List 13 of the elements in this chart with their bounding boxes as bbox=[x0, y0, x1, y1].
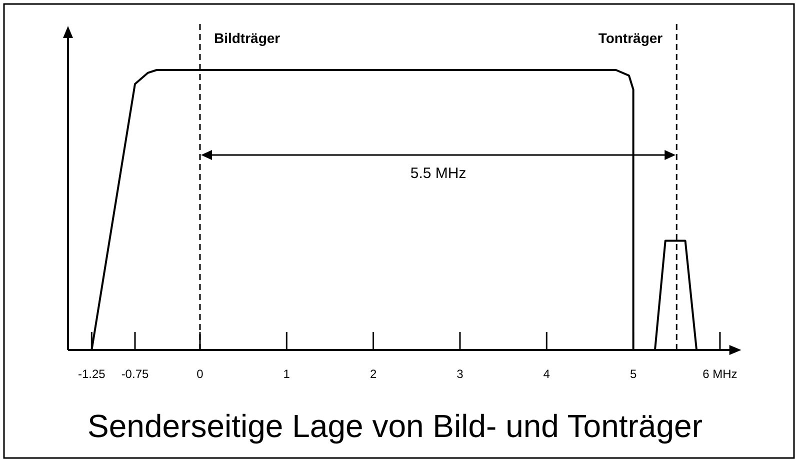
x-tick-label: -0.75 bbox=[121, 367, 149, 381]
x-tick-label: 1 bbox=[283, 367, 290, 381]
x-tick-label: 3 bbox=[456, 367, 464, 381]
ref-line-label: Bildträger bbox=[214, 30, 281, 46]
x-tick-label: 5 bbox=[630, 367, 637, 381]
x-tick-label: 4 bbox=[543, 367, 550, 381]
text: Senderseitige Lage von Bild- und Tonträger bbox=[88, 408, 703, 444]
x-tick-label: 6 MHz bbox=[702, 367, 738, 381]
x-tick-label: 2 bbox=[370, 367, 377, 381]
x-tick-label: -1.25 bbox=[78, 367, 106, 381]
ref-line-label: Tonträger bbox=[598, 30, 664, 46]
x-tick-label: 0 bbox=[196, 367, 204, 381]
annotation: 5.5 MHz bbox=[410, 165, 466, 182]
